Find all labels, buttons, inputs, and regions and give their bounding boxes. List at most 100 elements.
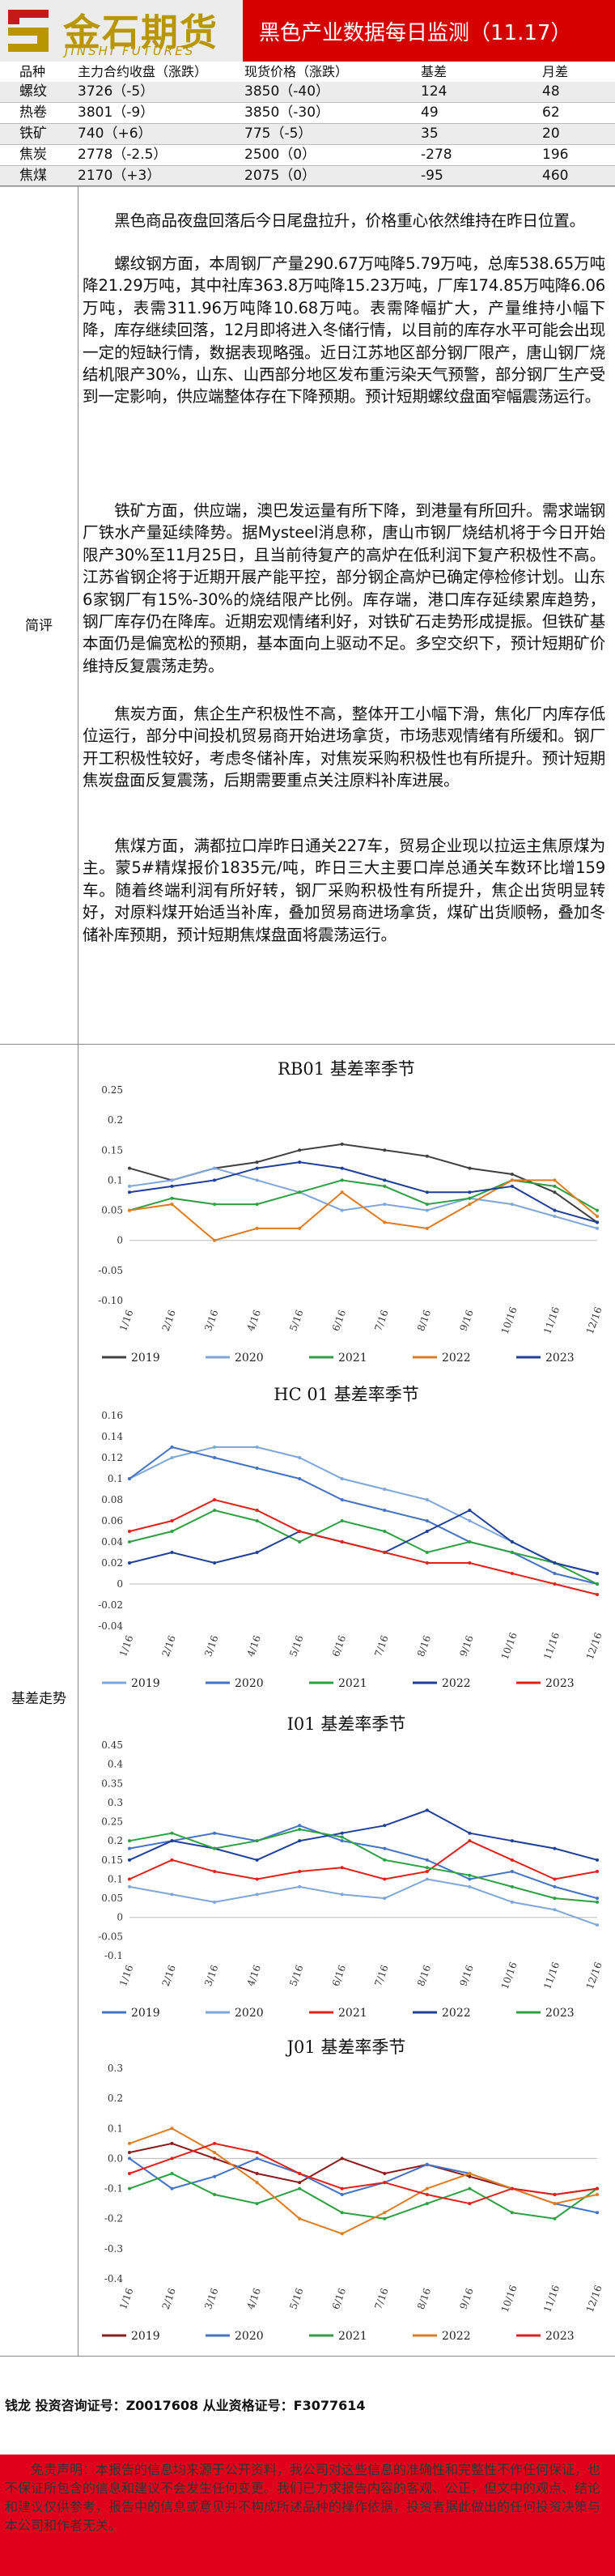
data-point (596, 1593, 599, 1596)
x-tick-label: 8/16 (415, 1964, 433, 1988)
data-point (596, 2211, 599, 2215)
series-line-2023 (129, 2142, 598, 2205)
y-tick-label: -0.1 (104, 1950, 123, 1961)
table-header-cell: 现货价格（涨跌） (244, 64, 349, 79)
data-point (255, 1839, 259, 1843)
data-point (298, 1477, 302, 1480)
table-header-row: 品种 主力合约收盘（涨跌） 现货价格（涨跌） 基差 月差 (0, 62, 615, 83)
table-row: 焦煤 2170（+3） 2075（0） -95 460 (0, 166, 615, 187)
x-tick-label: 4/16 (245, 2287, 263, 2311)
data-point (170, 1893, 174, 1897)
table-header-cell: 品种 (19, 64, 46, 79)
data-point (255, 1858, 259, 1862)
data-point (340, 1498, 344, 1501)
data-point (596, 1900, 599, 1904)
report-title: 黑色产业数据每日监测（11.17） (259, 21, 572, 45)
table-cell: 48 (542, 83, 560, 100)
data-point (553, 1561, 557, 1565)
table-cell: 740（+6） (78, 126, 152, 142)
data-point (170, 1551, 174, 1554)
data-point (298, 1839, 302, 1843)
legend-label: 2022 (442, 2330, 471, 2343)
data-point (383, 1530, 387, 1533)
data-point (425, 1877, 429, 1881)
data-point (213, 2141, 217, 2145)
data-point (425, 1190, 429, 1194)
commodity-name: 铁矿 (19, 126, 47, 142)
x-tick-label: 10/16 (499, 1631, 520, 1661)
data-point (340, 1178, 344, 1182)
data-point (170, 2141, 174, 2145)
y-tick-label: -0.4 (104, 2273, 124, 2284)
data-point (468, 1519, 472, 1522)
data-point (510, 1839, 514, 1843)
y-tick-label: 0.1 (108, 1174, 123, 1186)
logo-icon (8, 10, 49, 52)
x-tick-label: 7/16 (372, 1309, 390, 1333)
x-tick-label: 10/16 (499, 1305, 520, 1335)
data-point (596, 2193, 599, 2196)
data-point (425, 1858, 429, 1862)
x-tick-label: 1/16 (117, 1309, 135, 1333)
series-line-2019 (129, 1446, 598, 1574)
data-point (383, 2181, 387, 2185)
data-point (128, 2186, 131, 2191)
data-point (213, 1509, 217, 1512)
data-point (425, 1226, 429, 1230)
y-tick-label: 0.05 (101, 1205, 123, 1216)
chart-0-svg: 0.25 0.2 0.15 0.1 0.05 0 -0.05 -0.10 1/16 2/16 3/1… (98, 1084, 604, 1365)
data-point (298, 1828, 302, 1831)
data-point (128, 1839, 131, 1843)
data-point (553, 1572, 557, 1575)
data-point (255, 1160, 259, 1165)
data-point (596, 1897, 599, 1901)
data-point (170, 2127, 174, 2131)
x-tick-label: 3/16 (202, 1634, 220, 1658)
data-point (468, 1873, 472, 1877)
data-point (425, 1208, 429, 1212)
table-cell: 3850（-30） (244, 104, 330, 121)
data-point (255, 1877, 259, 1881)
legend-label: 2023 (545, 2007, 575, 2020)
data-point (340, 1519, 344, 1522)
data-point (128, 1477, 131, 1480)
data-point (170, 1530, 174, 1533)
data-point (383, 1846, 387, 1850)
data-point (383, 1220, 387, 1224)
data-point (383, 1877, 387, 1881)
data-point (468, 1203, 472, 1207)
data-point (596, 1572, 599, 1575)
data-point (383, 1509, 387, 1512)
y-tick-label: 0 (117, 1912, 123, 1923)
data-point (128, 1846, 131, 1850)
data-point (425, 2202, 429, 2206)
data-point (383, 1858, 387, 1862)
x-tick-label: 1/16 (117, 1964, 135, 1988)
x-tick-label: 4/16 (245, 1634, 263, 1658)
data-point (468, 1884, 472, 1888)
data-point (170, 2157, 174, 2161)
data-point (553, 1184, 557, 1188)
data-point (425, 1203, 429, 1207)
x-tick-label: 3/16 (202, 1309, 220, 1333)
data-point (553, 1208, 557, 1212)
table-cell: 20 (542, 126, 560, 142)
y-tick-label: 0.14 (101, 1431, 123, 1442)
commentary-paragraph: 铁矿方面，供应端，澳巴发运量有所下降，到港量有所回升。需求端钢厂铁水产量延续降势… (83, 501, 605, 675)
y-tick-label: 0.1 (108, 1473, 123, 1484)
commodity-name: 焦煤 (19, 168, 47, 184)
data-point (340, 1208, 344, 1212)
x-tick-label: 2/16 (160, 2287, 178, 2311)
data-point (128, 1561, 131, 1565)
data-point (468, 1877, 472, 1881)
data-point (510, 1551, 514, 1554)
data-point (128, 1166, 131, 1170)
data-point (425, 1866, 429, 1870)
x-tick-label: 11/16 (541, 1631, 562, 1661)
data-point (298, 1540, 302, 1543)
table-header-cell: 月差 (542, 64, 569, 79)
x-tick-label: 1/16 (117, 2287, 135, 2311)
x-tick-label: 5/16 (287, 1964, 305, 1988)
data-point (510, 2211, 514, 2215)
data-point (213, 1561, 217, 1565)
